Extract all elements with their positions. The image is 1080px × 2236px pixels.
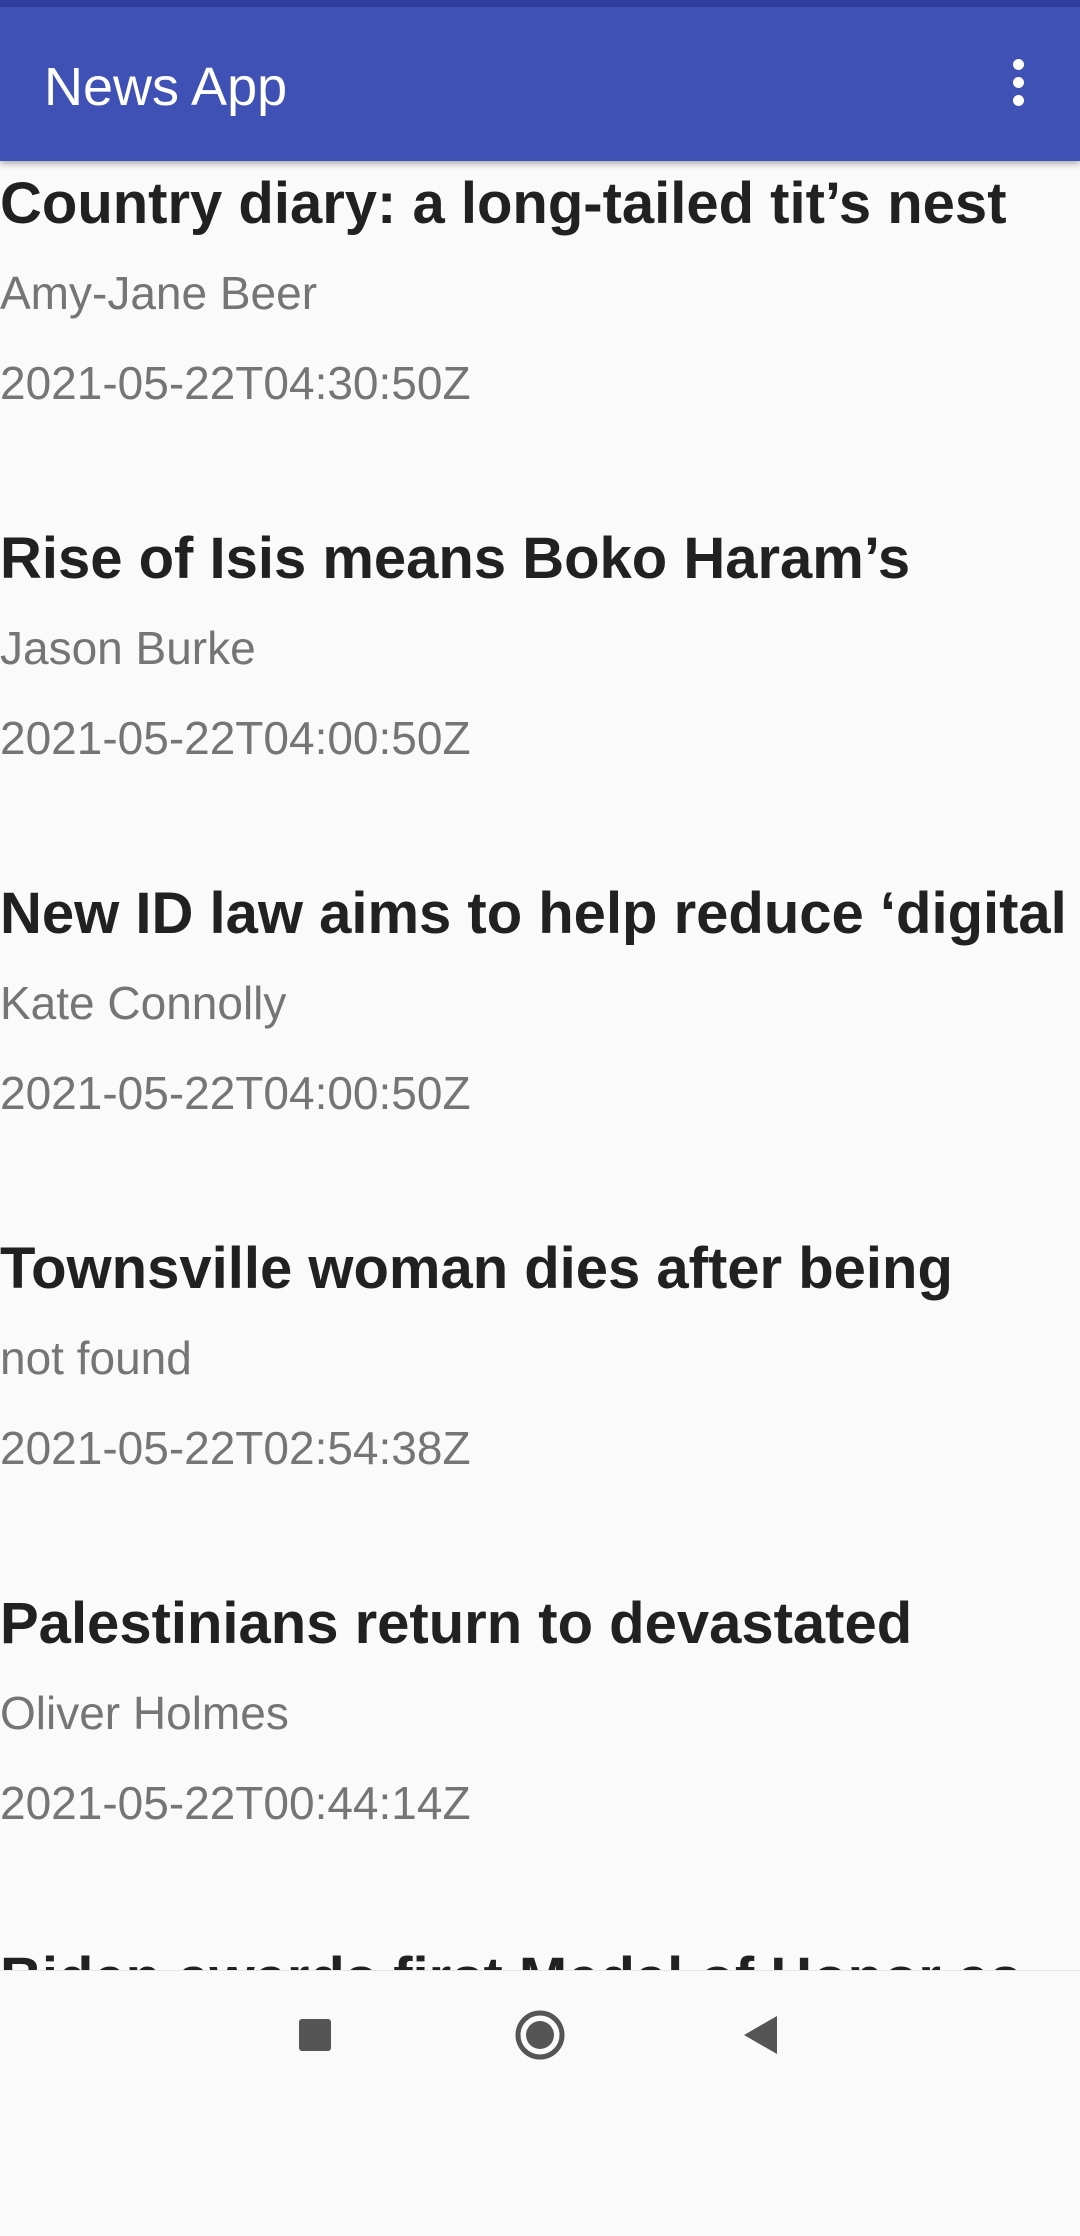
article-title: Rise of Isis means Boko Haram’s bbox=[0, 526, 911, 591]
nav-icons bbox=[299, 2010, 777, 2060]
article-item[interactable]: Rise of Isis means Boko Haram’s Jason Bur… bbox=[0, 516, 1080, 816]
article-item[interactable]: New ID law aims to help reduce ‘digital K… bbox=[0, 871, 1080, 1171]
article-item[interactable]: Palestinians return to devastated Oliver … bbox=[0, 1581, 1080, 1881]
navigation-bar bbox=[0, 1970, 1080, 2102]
article-title: New ID law aims to help reduce ‘digital bbox=[0, 881, 1067, 946]
back-button[interactable] bbox=[744, 2016, 777, 2054]
app-bar: News App bbox=[0, 7, 1080, 161]
article-author: not found bbox=[0, 1332, 192, 1384]
article-date: 2021-05-22T04:30:50Z bbox=[0, 357, 471, 409]
app-title: News App bbox=[44, 57, 288, 117]
article-date: 2021-05-22T04:00:50Z bbox=[0, 1067, 471, 1119]
article-date: 2021-05-22T02:54:38Z bbox=[0, 1422, 471, 1474]
article-item[interactable]: Country diary: a long-tailed tit’s nest A… bbox=[0, 161, 1080, 461]
article-title: Palestinians return to devastated bbox=[0, 1591, 913, 1656]
article-author: Oliver Holmes bbox=[0, 1687, 289, 1739]
article-date: 2021-05-22T04:00:50Z bbox=[0, 712, 471, 764]
recents-button[interactable] bbox=[299, 2019, 331, 2051]
home-button[interactable] bbox=[515, 2010, 565, 2060]
article-author: Amy-Jane Beer bbox=[0, 267, 318, 319]
article-item[interactable]: Townsville woman dies after being not fou… bbox=[0, 1226, 1080, 1526]
article-title: Country diary: a long-tailed tit’s nest bbox=[0, 171, 1007, 236]
overflow-menu[interactable] bbox=[1006, 59, 1030, 119]
status-bar bbox=[0, 0, 1080, 7]
article-date: 2021-05-22T00:44:14Z bbox=[0, 1777, 471, 1829]
article-author: Jason Burke bbox=[0, 622, 256, 674]
screen: News App Country diary: a long-tailed ti… bbox=[0, 0, 1080, 2102]
article-title: Townsville woman dies after being bbox=[0, 1236, 953, 1301]
article-author: Kate Connolly bbox=[0, 977, 287, 1029]
